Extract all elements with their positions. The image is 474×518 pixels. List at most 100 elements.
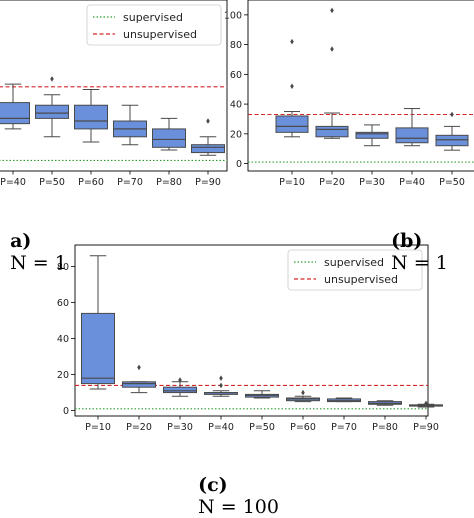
box-p10: [275, 38, 309, 138]
caption-a-text: N = 1: [10, 252, 67, 274]
box-p10: [81, 255, 115, 390]
y-tick-label: 80: [57, 262, 69, 273]
x-tick-label: P=80: [372, 422, 398, 433]
caption-a: a) N = 1: [0, 208, 67, 274]
x-tick-label: P=70: [331, 422, 357, 433]
box-p40: [204, 375, 238, 397]
box-p20: [122, 364, 156, 394]
box-p90: [191, 118, 225, 156]
x-tick-label: P=20: [319, 177, 345, 188]
box-p30: [163, 377, 197, 397]
caption-b-label: (b): [391, 230, 423, 252]
box-body: [81, 312, 115, 385]
caption-b-text: N = 1: [391, 252, 448, 274]
chart-panel-1: P=40 P=50 P=60 P=70 P=80 P=90 supervised unsupe…: [0, 0, 228, 188]
legend-label-unsupervised: unsupervised: [123, 28, 197, 41]
x-tick-label: P=10: [85, 422, 111, 433]
plot-frame: [247, 0, 474, 172]
x-tick-label: P=50: [439, 177, 465, 188]
x-tick-label: P=40: [399, 177, 425, 188]
box-body: [435, 134, 469, 147]
outlier-marker: [206, 118, 210, 124]
outlier-marker: [450, 111, 454, 118]
x-tick-label: P=90: [413, 422, 439, 433]
x-tick-label: P=50: [39, 177, 65, 188]
legend-label-supervised: supervised: [324, 256, 384, 269]
chart-panel-3: 0 20 40 60 80 P=10 P=20 P=30 P=40 P=50 P=60 P=70 P=8…: [57, 244, 443, 433]
box-p80: [368, 400, 402, 406]
box-p70: [113, 104, 147, 146]
y-tick-label: 80: [230, 40, 242, 51]
outlier-marker: [330, 46, 334, 52]
figure: P=40 P=50 P=60 P=70 P=80 P=90 supervised unsupe…: [0, 0, 474, 433]
caption-c-label: (c): [198, 474, 228, 496]
x-tick-label: P=90: [195, 177, 221, 188]
box-p40: [395, 108, 429, 147]
outlier-marker: [290, 83, 294, 90]
x-tick-label: P=30: [359, 177, 385, 188]
x-tick-label: P=80: [156, 177, 182, 188]
legend-box: [287, 249, 423, 291]
box-body: [35, 104, 69, 119]
y-tick-label: 0: [63, 406, 69, 417]
outlier-marker: [424, 400, 428, 407]
box-p70: [327, 397, 361, 403]
y-tick-label: 100: [224, 10, 242, 21]
box-p50: [435, 111, 469, 151]
caption-c: (c) N = 100: [186, 452, 279, 518]
legend-box: [86, 4, 222, 46]
x-tick-label: P=30: [167, 422, 193, 433]
plot-frame: [74, 244, 429, 417]
box-body: [355, 131, 389, 139]
box-body: [0, 102, 30, 125]
box-p40: [0, 83, 30, 130]
box-p50: [35, 76, 69, 138]
box-body: [315, 125, 349, 138]
legend: supervised unsupervised: [287, 249, 423, 291]
box-body: [163, 386, 197, 394]
y-tick-label: 40: [57, 334, 69, 345]
box-body: [74, 104, 108, 130]
box-body: [275, 115, 309, 133]
y-tick-label: 40: [230, 100, 242, 111]
outlier-marker: [290, 38, 294, 45]
box-p50: [245, 390, 279, 399]
legend-label-supervised: supervised: [123, 11, 183, 24]
x-tick-label: P=50: [249, 422, 275, 433]
y-tick-label: 20: [57, 370, 69, 381]
caption-b: (b) N = 1: [379, 208, 448, 274]
x-tick-label: P=60: [290, 422, 316, 433]
outlier-marker: [219, 382, 223, 389]
box-p90: [409, 400, 443, 408]
box-p60: [74, 88, 108, 143]
box-p20: [315, 7, 349, 139]
x-tick-label: P=20: [126, 422, 152, 433]
plot-frame: [0, 0, 228, 172]
caption-a-label: a): [10, 230, 32, 252]
outlier-marker: [330, 7, 334, 14]
outlier-marker: [219, 375, 223, 381]
outlier-marker: [50, 76, 54, 82]
legend-label-unsupervised: unsupervised: [324, 273, 398, 286]
box-p60: [286, 389, 320, 403]
x-tick-label: P=40: [208, 422, 234, 433]
y-tick-label: 60: [230, 70, 242, 81]
box-p30: [355, 124, 389, 147]
outlier-marker: [137, 364, 141, 371]
y-tick-label: 60: [57, 298, 69, 309]
outlier-marker: [178, 377, 182, 383]
legend: supervised unsupervised: [86, 4, 222, 46]
x-tick-label: P=60: [78, 177, 104, 188]
box-body: [395, 127, 429, 144]
x-tick-label: P=70: [117, 177, 143, 188]
caption-c-text: N = 100: [198, 496, 279, 518]
y-tick-label: 0: [236, 159, 242, 170]
x-tick-label: P=10: [279, 177, 305, 188]
y-tick-label: 20: [230, 129, 242, 140]
x-tick-label: P=40: [0, 177, 26, 188]
outlier-marker: [301, 389, 305, 396]
box-body: [152, 128, 186, 148]
box-p80: [152, 117, 186, 151]
box-body: [122, 381, 156, 388]
